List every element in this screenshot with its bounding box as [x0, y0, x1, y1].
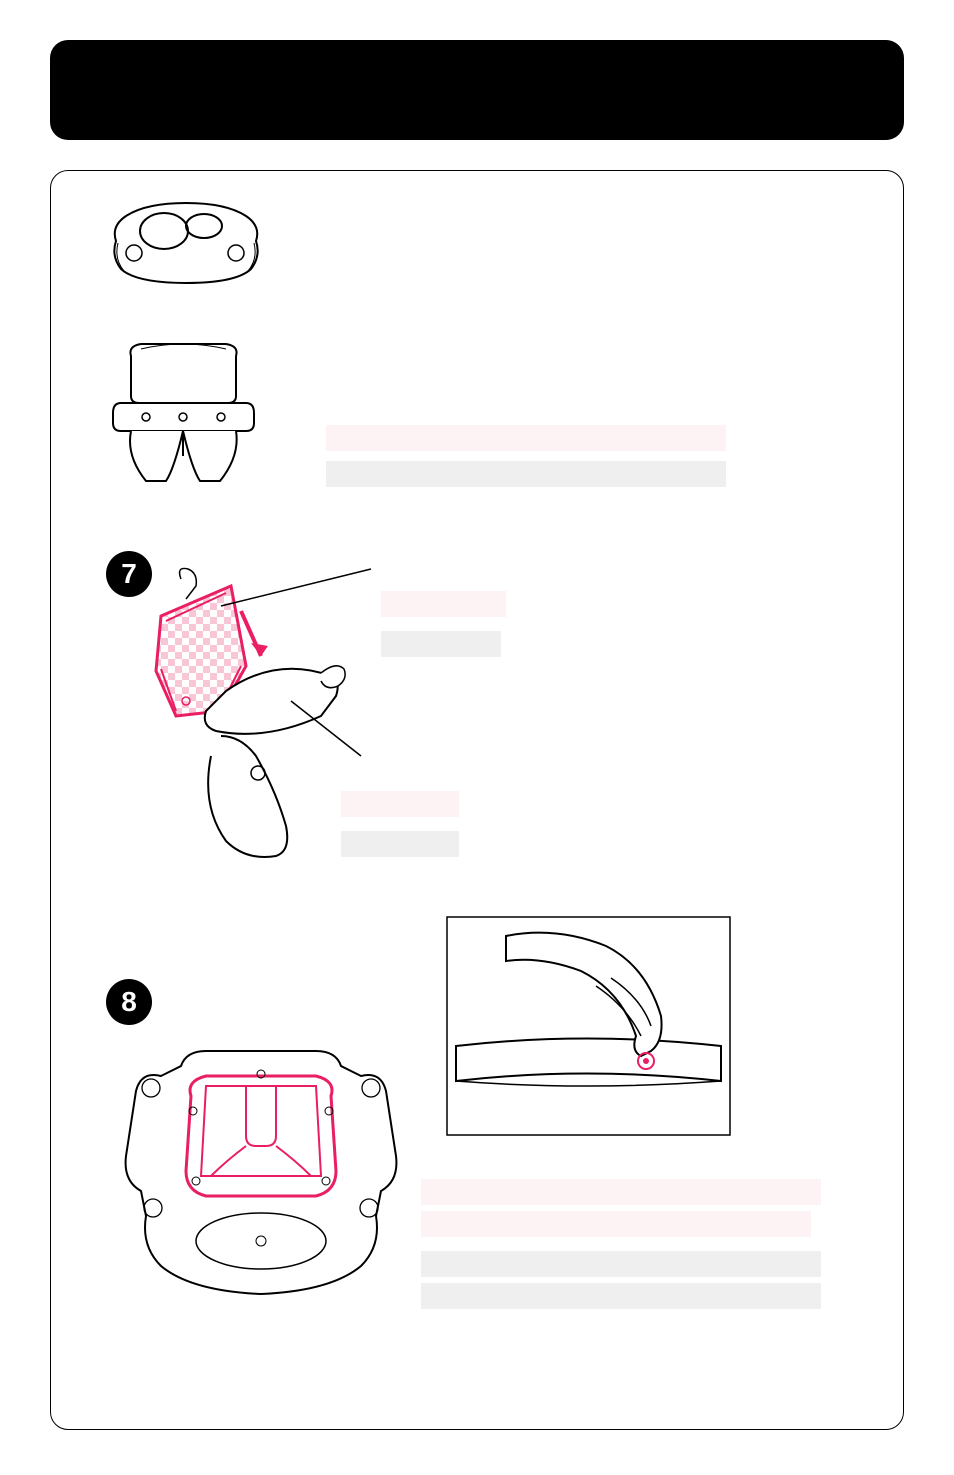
- text-block-pink-5: [421, 1211, 811, 1237]
- text-block-pink-1: [326, 425, 726, 451]
- text-block-gray-4: [421, 1251, 821, 1277]
- top-tray-illustration: [96, 191, 276, 301]
- title-bar: [50, 40, 904, 140]
- text-block-pink-3: [341, 791, 459, 817]
- text-block-pink-2: [381, 591, 506, 617]
- step-8-diagram: [111, 1016, 416, 1326]
- text-block-gray-2: [381, 631, 501, 657]
- content-box: 7 8: [50, 170, 904, 1430]
- step-8-number: 8: [121, 986, 137, 1018]
- detail-box-illustration: [446, 916, 731, 1136]
- text-block-gray-3: [341, 831, 459, 857]
- text-block-gray-1: [326, 461, 726, 487]
- text-block-gray-5: [421, 1283, 821, 1309]
- text-block-pink-4: [421, 1179, 821, 1205]
- seat-front-illustration: [106, 341, 261, 491]
- step-7-diagram: [126, 561, 376, 881]
